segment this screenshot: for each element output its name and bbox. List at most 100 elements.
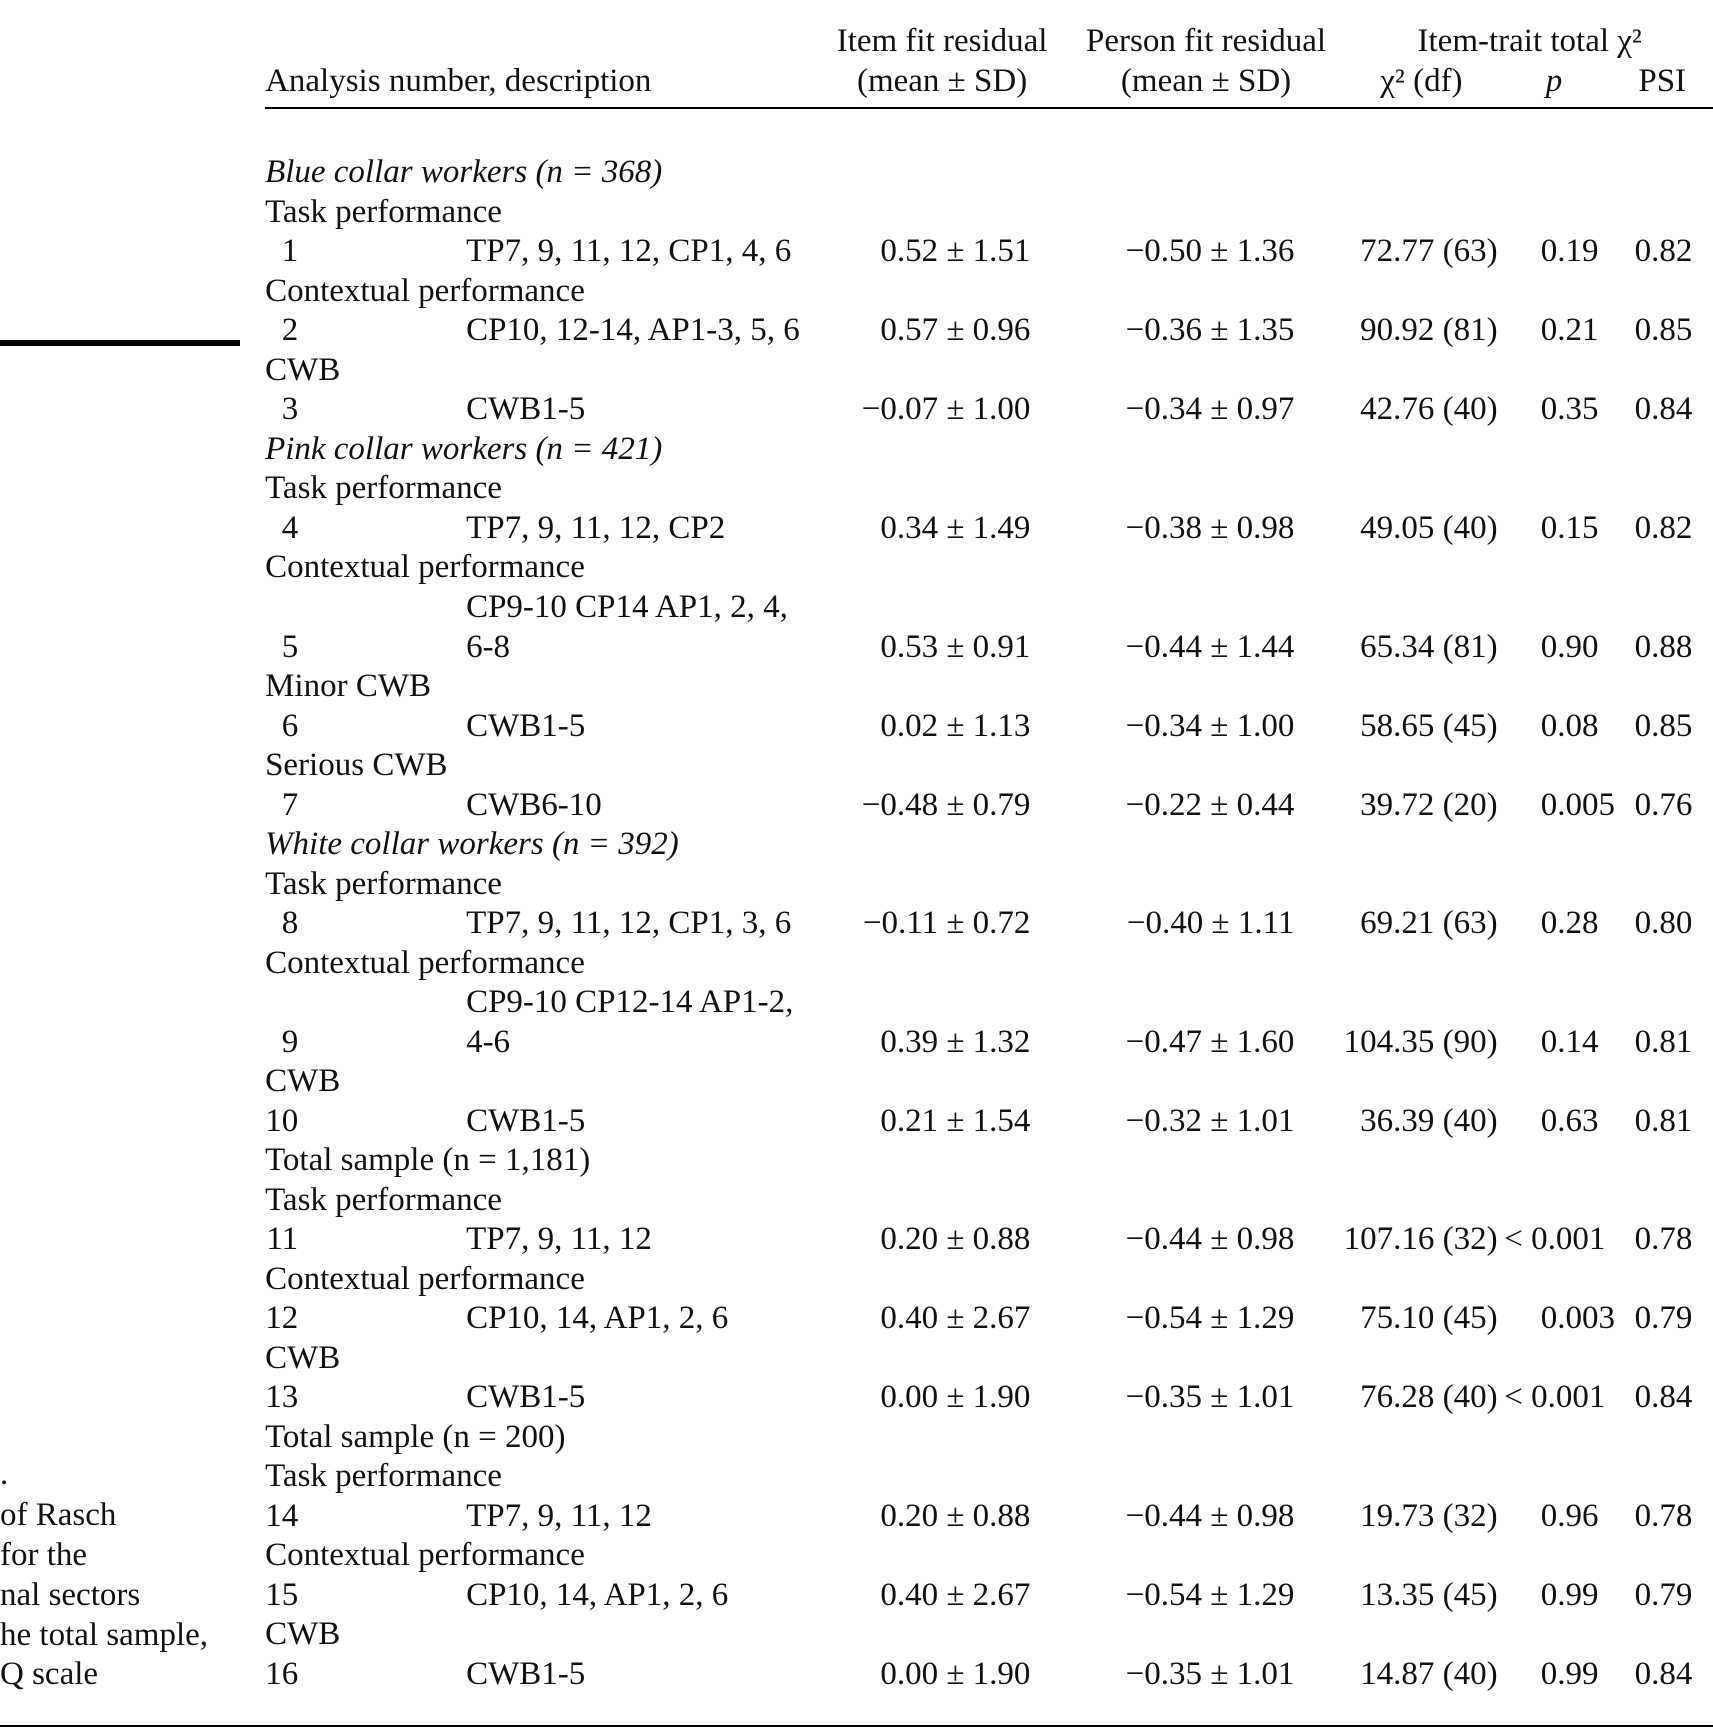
group-heading: Total sample (n = 200) <box>265 1418 566 1455</box>
description: TP7, 9, 11, 12, CP1, 4, 6 <box>466 233 792 270</box>
person-fit: −0.50 ± 1.36 <box>1125 233 1295 270</box>
psi: 0.84 <box>1634 391 1693 428</box>
analysis-number: 7 <box>281 786 299 823</box>
item-fit: 0.40 ± 2.67 <box>880 1300 1031 1337</box>
psi: 0.81 <box>1634 1102 1693 1139</box>
sidebar-text: Q scale <box>0 1656 99 1693</box>
chi-square: 90.92 (81) <box>1360 312 1498 349</box>
description: CP9-10 CP14 AP1, 2, 4, <box>466 588 788 625</box>
analysis-number: 12 <box>265 1300 299 1337</box>
psi: 0.85 <box>1634 312 1693 349</box>
p-value: 0.28 <box>1540 905 1599 942</box>
person-fit: −0.47 ± 1.60 <box>1125 1023 1295 1060</box>
subheading: Task performance <box>265 1458 502 1495</box>
person-fit: −0.32 ± 1.01 <box>1125 1102 1295 1139</box>
subheading: Task performance <box>265 1181 502 1218</box>
subheading: Contextual performance <box>265 944 585 981</box>
description: CWB1-5 <box>466 1655 586 1692</box>
psi: 0.78 <box>1634 1497 1693 1534</box>
sidebar-text: for the <box>0 1537 88 1574</box>
p-value: 0.14 <box>1540 1023 1599 1060</box>
description: CWB1-5 <box>466 1379 586 1416</box>
analysis-number: 8 <box>281 905 299 942</box>
chi-square: 104.35 (90) <box>1343 1023 1498 1060</box>
subheading: CWB <box>265 1616 341 1653</box>
sidebar-text: he total sample, <box>0 1616 209 1653</box>
side-rule <box>0 340 240 347</box>
chi-square: 76.28 (40) <box>1360 1379 1498 1416</box>
chi-square: 42.76 (40) <box>1360 391 1498 428</box>
person-fit: −0.34 ± 1.00 <box>1125 707 1295 744</box>
description: CWB1-5 <box>466 707 586 744</box>
item-fit: 0.02 ± 1.13 <box>880 707 1031 744</box>
person-fit: −0.34 ± 0.97 <box>1125 391 1295 428</box>
psi: 0.80 <box>1634 905 1693 942</box>
subheading: CWB <box>265 1063 341 1100</box>
chi-square: 19.73 (32) <box>1360 1497 1498 1534</box>
column-header: Item-trait total χ² <box>1417 22 1642 59</box>
subheading: Contextual performance <box>265 1260 585 1297</box>
column-header: Item fit residual <box>836 22 1048 59</box>
chi-square: 72.77 (63) <box>1360 233 1498 270</box>
psi: 0.79 <box>1634 1300 1693 1337</box>
chi-square: 49.05 (40) <box>1360 509 1498 546</box>
p-value: 0.90 <box>1540 628 1599 665</box>
analysis-number: 13 <box>265 1379 299 1416</box>
description: CWB1-5 <box>466 391 586 428</box>
p-value: 0.15 <box>1540 509 1599 546</box>
analysis-number: 11 <box>266 1221 299 1258</box>
description: TP7, 9, 11, 12, CP2 <box>466 509 726 546</box>
person-fit: −0.35 ± 1.01 <box>1125 1379 1295 1416</box>
chi-square: 75.10 (45) <box>1360 1300 1498 1337</box>
item-fit: 0.00 ± 1.90 <box>880 1655 1031 1692</box>
subheading: CWB <box>265 1339 341 1376</box>
item-fit: 0.00 ± 1.90 <box>880 1379 1031 1416</box>
description: TP7, 9, 11, 12, CP1, 3, 6 <box>466 905 792 942</box>
column-header: (mean ± SD) <box>856 62 1028 99</box>
item-fit: 0.53 ± 0.91 <box>880 628 1031 665</box>
item-fit: 0.40 ± 2.67 <box>880 1576 1031 1613</box>
analysis-number: 10 <box>265 1102 299 1139</box>
p-value: 0.19 <box>1540 233 1599 270</box>
psi: 0.88 <box>1634 628 1693 665</box>
person-fit: −0.44 ± 0.98 <box>1125 1221 1295 1258</box>
person-fit: −0.44 ± 1.44 <box>1125 628 1295 665</box>
subheading: Contextual performance <box>265 272 585 309</box>
person-fit: −0.22 ± 0.44 <box>1125 786 1295 823</box>
analysis-number: 4 <box>281 509 299 546</box>
analysis-number: 9 <box>281 1023 299 1060</box>
description: TP7, 9, 11, 12 <box>466 1497 652 1534</box>
chi-square: 69.21 (63) <box>1360 905 1498 942</box>
sidebar-text: of Rasch <box>0 1497 117 1534</box>
psi: 0.85 <box>1634 707 1693 744</box>
subheading: Serious CWB <box>265 747 448 784</box>
psi: 0.82 <box>1634 509 1693 546</box>
description: CP10, 14, AP1, 2, 6 <box>466 1300 729 1337</box>
chi-square: 58.65 (45) <box>1360 707 1498 744</box>
analysis-number: 16 <box>265 1655 299 1692</box>
psi: 0.82 <box>1634 233 1693 270</box>
subheading: Task performance <box>265 470 502 507</box>
column-header: PSI <box>1638 62 1687 99</box>
group-heading: Blue collar workers (n = 368) <box>265 154 663 191</box>
description: CP9-10 CP12-14 AP1-2, <box>466 984 794 1021</box>
psi: 0.79 <box>1634 1576 1693 1613</box>
group-heading: Total sample (n = 1,181) <box>265 1142 591 1179</box>
item-fit: −0.07 ± 1.00 <box>861 391 1031 428</box>
header-rule <box>265 107 1713 110</box>
person-fit: −0.35 ± 1.01 <box>1125 1655 1295 1692</box>
subheading: Contextual performance <box>265 1537 585 1574</box>
analysis-number: 2 <box>281 312 299 349</box>
description: CWB1-5 <box>466 1102 586 1139</box>
p-value: 0.35 <box>1540 391 1599 428</box>
person-fit: −0.44 ± 0.98 <box>1125 1497 1295 1534</box>
subheading: Task performance <box>265 193 502 230</box>
subheading: Contextual performance <box>265 549 585 586</box>
chi-square: 107.16 (32) <box>1343 1221 1498 1258</box>
item-fit: 0.20 ± 0.88 <box>880 1497 1031 1534</box>
analysis-number: 15 <box>265 1576 299 1613</box>
item-fit: 0.34 ± 1.49 <box>880 509 1031 546</box>
p-value: < 0.001 <box>1504 1379 1606 1416</box>
psi: 0.84 <box>1634 1379 1693 1416</box>
